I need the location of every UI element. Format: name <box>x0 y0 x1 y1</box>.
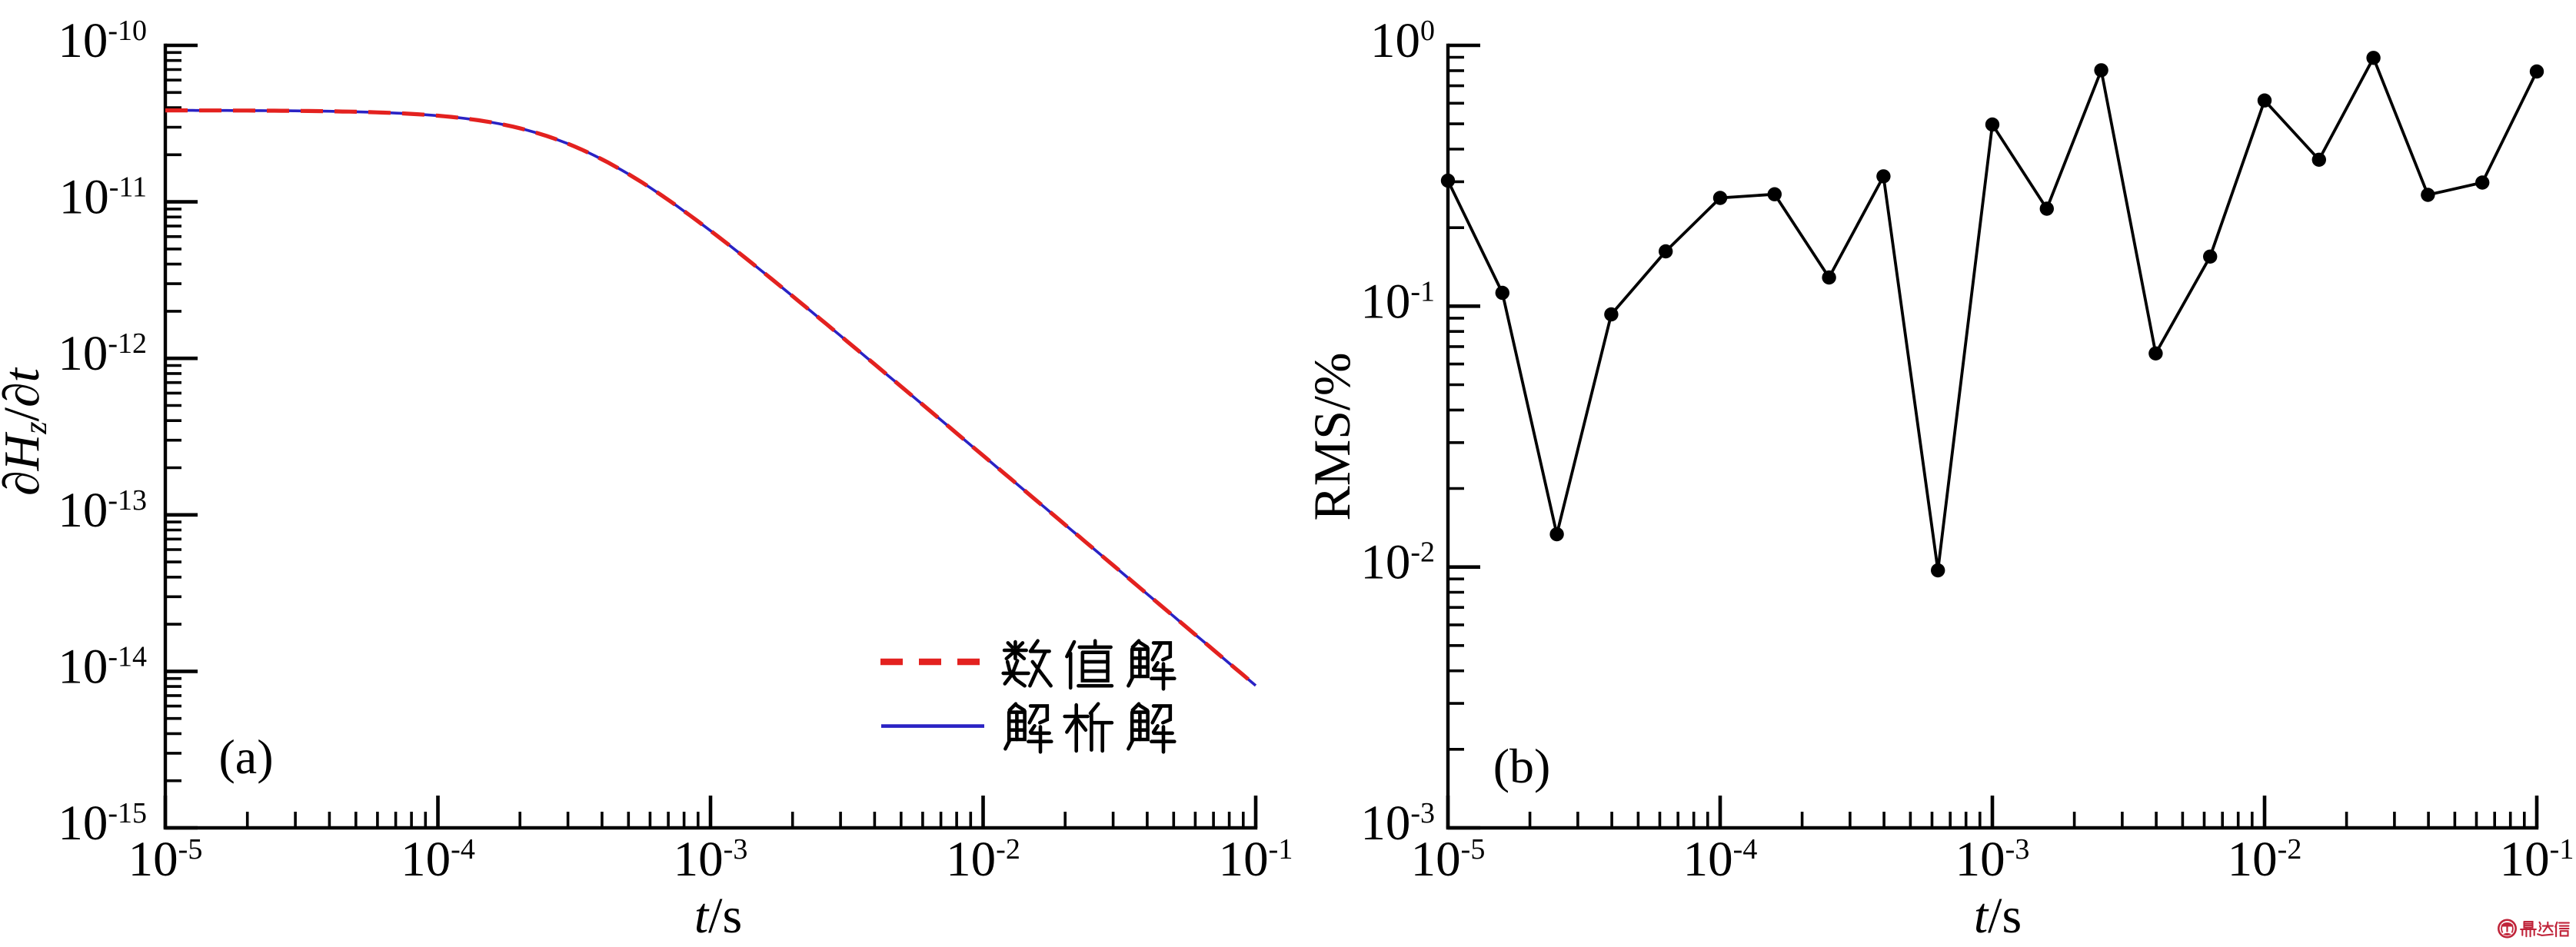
svg-text:10-3: 10-3 <box>674 832 748 887</box>
svg-text:t/s: t/s <box>1974 888 2022 944</box>
svg-text:10-2: 10-2 <box>2228 832 2302 887</box>
svg-text:10-15: 10-15 <box>58 796 147 851</box>
svg-text:10-4: 10-4 <box>401 832 475 887</box>
svg-text:10-4: 10-4 <box>1683 832 1758 887</box>
svg-text:(a): (a) <box>218 729 273 784</box>
svg-text:t/s: t/s <box>694 888 742 944</box>
svg-text:10-10: 10-10 <box>58 13 147 68</box>
svg-text:RMS/%: RMS/% <box>1303 352 1361 520</box>
svg-text:(b): (b) <box>1493 739 1551 793</box>
